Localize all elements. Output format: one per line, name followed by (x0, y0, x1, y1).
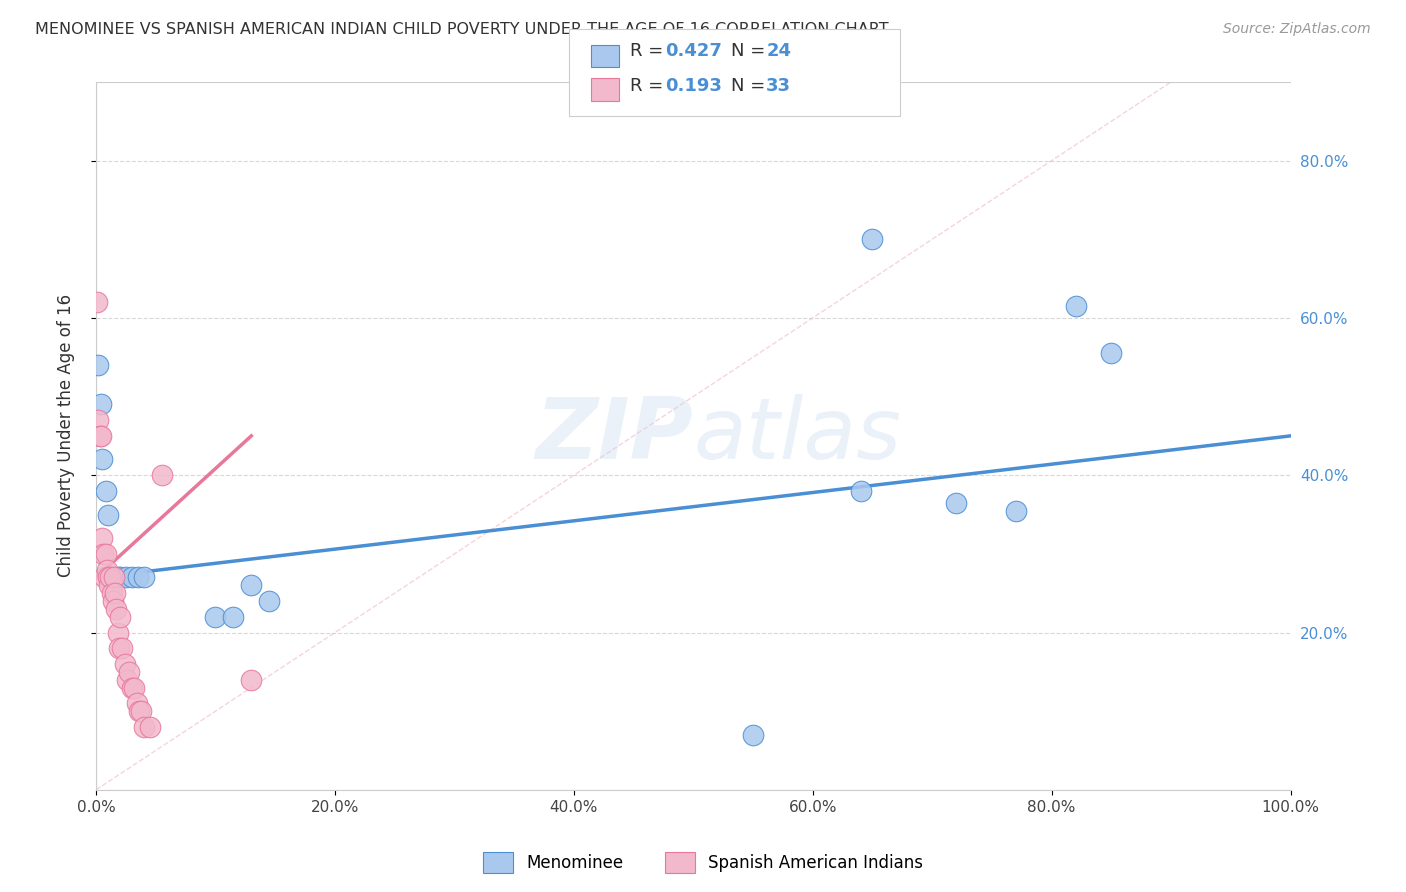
Point (257, 594, 280, 608)
Point (125, 696, 148, 710)
Point (849, 483, 872, 498)
Point (121, 681, 143, 695)
Point (91, 452, 114, 467)
Point (103, 570, 125, 584)
Text: R =: R = (630, 42, 669, 60)
Point (127, 570, 149, 584)
Point (96, 563, 118, 577)
Point (240, 578, 263, 592)
Text: 24: 24 (766, 42, 792, 60)
Point (131, 704, 153, 718)
Point (742, 728, 765, 742)
Point (90, 397, 112, 411)
Point (107, 570, 129, 584)
Point (86, 295, 108, 310)
Text: Source: ZipAtlas.com: Source: ZipAtlas.com (1223, 22, 1371, 37)
Point (98, 570, 121, 584)
Point (91, 547, 114, 561)
Point (107, 625, 129, 640)
Point (104, 586, 127, 600)
Point (101, 594, 124, 608)
Point (108, 570, 131, 584)
Point (98, 570, 121, 584)
Point (1064, 299, 1087, 313)
Point (115, 570, 138, 584)
Y-axis label: Child Poverty Under the Age of 16: Child Poverty Under the Age of 16 (58, 294, 75, 577)
Text: ZIP: ZIP (536, 394, 693, 477)
Text: R =: R = (630, 78, 669, 95)
Point (222, 609, 245, 624)
Point (90, 429, 112, 443)
Point (111, 641, 134, 656)
Point (105, 602, 128, 616)
Point (93, 570, 115, 584)
Text: 33: 33 (766, 78, 792, 95)
Text: 0.427: 0.427 (665, 42, 721, 60)
Point (87, 413, 110, 427)
Point (122, 681, 145, 695)
Point (204, 609, 226, 624)
Legend: Menominee, Spanish American Indians: Menominee, Spanish American Indians (477, 846, 929, 880)
Point (114, 657, 136, 671)
Point (150, 468, 173, 483)
Point (108, 609, 131, 624)
Point (91, 531, 114, 545)
Point (98, 578, 121, 592)
Point (121, 570, 143, 584)
Point (132, 720, 155, 734)
Point (139, 720, 162, 734)
Point (97, 570, 120, 584)
Text: 0.193: 0.193 (665, 78, 721, 95)
Point (97, 508, 120, 522)
Point (94, 547, 117, 561)
Point (115, 673, 138, 687)
Point (240, 673, 263, 687)
Point (103, 570, 125, 584)
Point (107, 641, 129, 656)
Point (128, 704, 150, 718)
Point (1099, 346, 1122, 360)
Point (118, 665, 141, 679)
Point (94, 483, 117, 498)
Point (100, 586, 122, 600)
Point (945, 496, 967, 510)
Text: N =: N = (731, 42, 770, 60)
Text: MENOMINEE VS SPANISH AMERICAN INDIAN CHILD POVERTY UNDER THE AGE OF 16 CORRELATI: MENOMINEE VS SPANISH AMERICAN INDIAN CHI… (35, 22, 889, 37)
Point (89, 429, 111, 443)
Point (862, 232, 884, 246)
Point (87, 358, 110, 372)
Text: atlas: atlas (693, 394, 901, 477)
Point (132, 570, 155, 584)
Point (1005, 503, 1028, 517)
Text: N =: N = (731, 78, 770, 95)
